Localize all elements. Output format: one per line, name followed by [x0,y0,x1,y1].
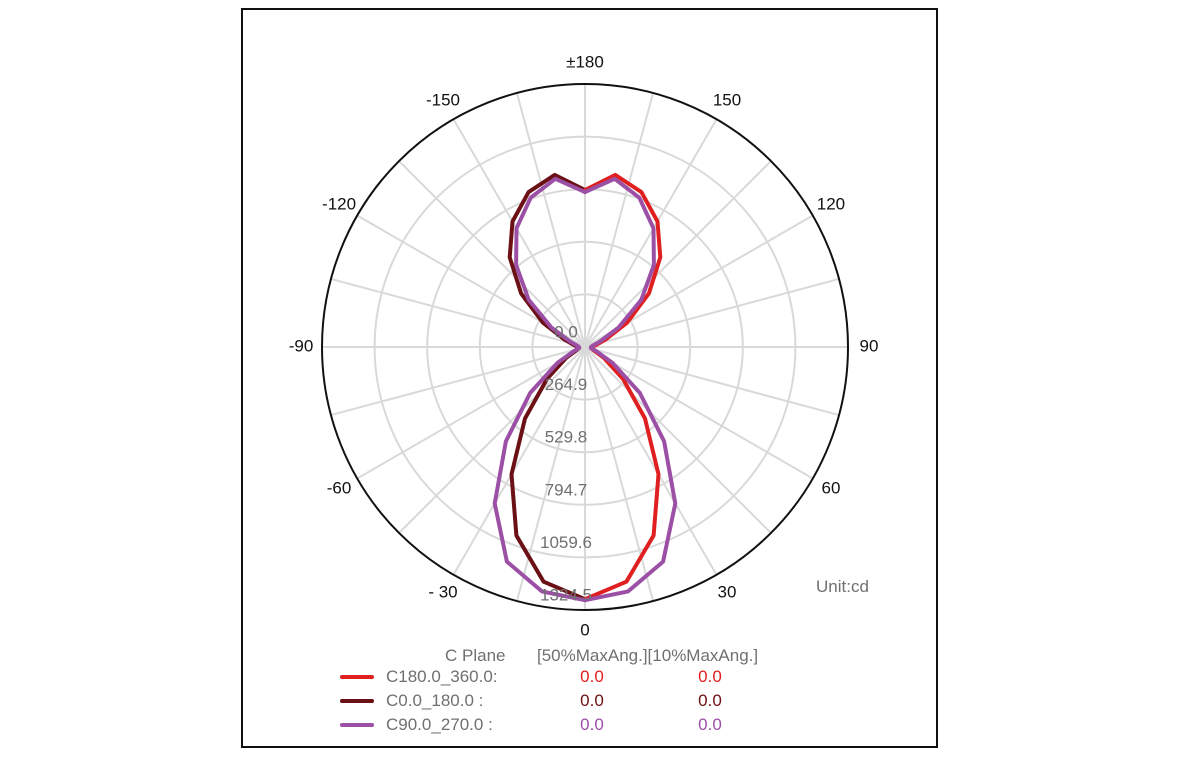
grid-spoke [356,346,586,480]
legend-series-name: C0.0_180.0 : [386,691,484,710]
grid-spoke [452,346,586,576]
grid-spokes [322,84,848,610]
grid-rings [321,83,849,611]
legend-header-angles: [50%MaxAng.][10%MaxAng.] [537,646,759,665]
grid-spoke [584,346,840,417]
angle-label: - 30 [428,582,457,601]
angle-label: 0 [580,620,589,639]
grid-ring [478,240,692,454]
chart-frame [241,8,938,748]
unit-label: Unit:cd [816,577,869,596]
outer-ring [321,83,849,611]
angle-label: 150 [713,91,741,110]
angle-label: 90 [860,336,879,355]
legend-row-c90: C90.0_270.0 : 0.0 0.0 [0,713,1180,737]
series-curve [492,176,587,603]
grid-spoke [584,346,772,534]
grid-spoke [584,118,718,348]
radial-tick-labels: 0.0 264.9 529.8 794.7 1059.6 1324.5 [540,322,592,604]
grid-spoke [398,160,586,348]
angle-label: -120 [322,194,356,213]
angle-label: ±180 [566,52,604,71]
legend-swatch-purple [340,723,374,727]
radial-tick-label: 529.8 [545,428,588,447]
grid-spoke [330,277,586,348]
grid-ring [531,293,639,401]
legend-10pct-value: 0.0 [698,691,722,710]
grid-spoke [584,346,718,576]
legend-50pct-value: 0.0 [580,691,604,710]
grid-ring [373,135,797,559]
grid-spoke [584,346,814,480]
radial-tick-label: 264.9 [545,375,588,394]
polar-chart: ±180 150 120 90 60 30 0 - 30 -60 -90 -120 -150 0.0 2… [289,52,879,639]
radial-tick-label: 794.7 [545,480,588,499]
legend-swatch-darkred [340,699,374,703]
grid-spoke [398,346,586,534]
grid-spoke [330,346,586,417]
legend-swatch-red [340,675,374,679]
angle-label: -90 [289,336,314,355]
angle-label: 30 [718,582,737,601]
legend-50pct-value: 0.0 [580,715,604,734]
grid-spoke [584,160,772,348]
series-curve [583,176,678,603]
radial-tick-label: 0.0 [554,322,578,341]
legend-header-plane: C Plane [445,646,506,665]
legend-10pct-value: 0.0 [698,715,722,734]
grid-spoke [584,277,840,348]
grid-spoke [584,346,655,602]
angle-label: 60 [821,478,840,497]
legend-series-name: C180.0_360.0: [386,667,498,686]
legend-50pct-value: 0.0 [580,667,604,686]
angle-label: -60 [327,478,352,497]
legend-10pct-value: 0.0 [698,667,722,686]
legend-row-c0: C0.0_180.0 : 0.0 0.0 [0,689,1180,713]
grid-spoke [584,92,655,348]
radial-tick-label: 1059.6 [540,533,592,552]
legend-series-name: C90.0_270.0 : [386,715,493,734]
grid-spoke [515,92,586,348]
grid-spoke [452,118,586,348]
intensity-curves [492,172,678,603]
angle-labels: ±180 150 120 90 60 30 0 - 30 -60 -90 -120 -150 [289,52,879,639]
radial-tick-label: 1324.5 [540,585,592,604]
angle-label: -150 [426,91,460,110]
legend-row-c180: C180.0_360.0: 0.0 0.0 [0,665,1180,689]
angle-label: 120 [817,194,845,213]
